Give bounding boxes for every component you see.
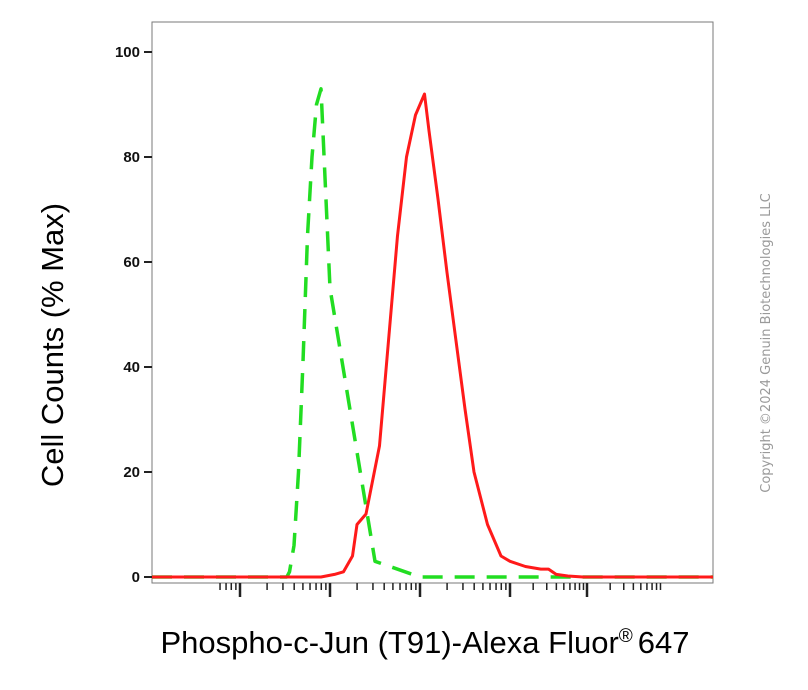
y-tick-label: 80 [123, 149, 140, 166]
y-tick-label: 20 [123, 464, 140, 481]
y-tick-label: 40 [123, 359, 140, 376]
y-tick-label: 100 [115, 44, 140, 61]
x-axis-label-text: Phospho-c-Jun (T91)-Alexa Fluor [160, 625, 618, 660]
series-layer [152, 87, 713, 579]
y-tick-label: 60 [123, 254, 140, 271]
registered-mark: ® [619, 626, 633, 647]
y-tick-label: 0 [132, 569, 140, 586]
copyright-notice: Copyright ©2024 Genuin Biotechnologies L… [759, 193, 774, 492]
plot-frame [151, 21, 714, 584]
y-axis: 0 20 40 60 80 100 [115, 44, 152, 586]
series-line-sample [152, 92, 713, 579]
plot-area [151, 21, 714, 584]
x-axis [219, 583, 662, 597]
x-axis-label: Phospho-c-Jun (T91)-Alexa Fluor® 647 [160, 625, 689, 660]
y-axis-label: Cell Counts (% Max) [35, 203, 70, 487]
x-axis-label-suffix: 647 [638, 625, 690, 660]
